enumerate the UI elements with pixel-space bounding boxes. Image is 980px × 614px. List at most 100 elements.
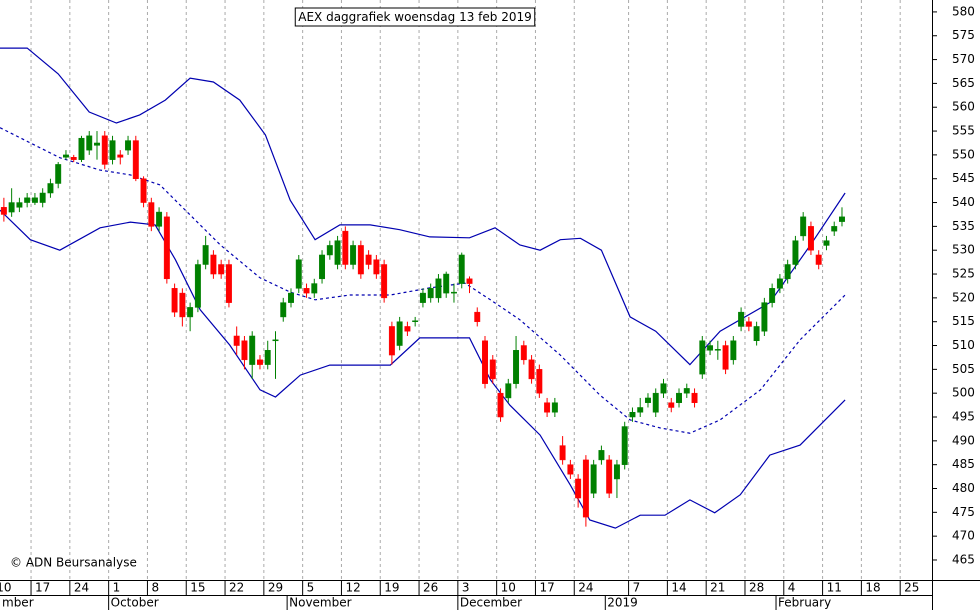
candle-body bbox=[334, 240, 341, 265]
y-tick-label: 475 bbox=[952, 505, 975, 519]
candle-body bbox=[233, 335, 240, 346]
middle-band bbox=[0, 127, 846, 434]
candle-body bbox=[582, 459, 589, 518]
candle-body bbox=[559, 445, 566, 461]
candle-body bbox=[171, 288, 178, 313]
grid bbox=[30, 0, 901, 580]
candle-body bbox=[31, 197, 38, 203]
candle-body bbox=[800, 216, 807, 237]
candle-body bbox=[280, 302, 287, 318]
candle-body bbox=[474, 311, 481, 322]
candle-body bbox=[303, 288, 310, 294]
y-tick-label: 495 bbox=[952, 410, 975, 424]
candle-body bbox=[225, 264, 232, 303]
y-tick-label: 485 bbox=[952, 457, 975, 471]
y-tick-label: 550 bbox=[952, 147, 975, 161]
candle-body bbox=[202, 245, 209, 265]
candle-body bbox=[24, 197, 31, 203]
candle-body bbox=[660, 383, 667, 394]
y-tick-label: 530 bbox=[952, 243, 975, 257]
month-label: December bbox=[460, 596, 522, 610]
candle-body bbox=[396, 321, 403, 346]
candle-body bbox=[16, 202, 23, 208]
candle-body bbox=[807, 226, 814, 251]
x-tick-label: 17 bbox=[35, 581, 50, 595]
candle-body bbox=[264, 350, 271, 365]
candle-body bbox=[257, 359, 263, 365]
candle-body bbox=[520, 345, 527, 361]
candle-body bbox=[784, 264, 791, 280]
candle-body bbox=[730, 340, 737, 361]
y-tick-label: 565 bbox=[952, 76, 975, 90]
x-tick-label: 5 bbox=[307, 581, 315, 595]
candle-body bbox=[94, 142, 100, 146]
x-tick-label: 18 bbox=[865, 581, 880, 595]
candle-body bbox=[0, 207, 7, 215]
x-tick-label: 3 bbox=[462, 581, 470, 595]
candle-body bbox=[738, 311, 745, 327]
candle-body bbox=[769, 288, 776, 303]
candle-body bbox=[319, 254, 326, 280]
x-tick-label: 25 bbox=[904, 581, 919, 595]
x-tick-label: 29 bbox=[268, 581, 283, 595]
candle-body bbox=[792, 240, 799, 265]
candle-body bbox=[39, 192, 46, 203]
x-tick-label: 22 bbox=[229, 581, 244, 595]
candle-body bbox=[606, 459, 613, 494]
candle-body bbox=[140, 178, 147, 203]
candle-body bbox=[350, 245, 357, 265]
candle-body bbox=[839, 216, 845, 222]
candle-body bbox=[210, 254, 217, 275]
candle-body bbox=[815, 254, 822, 265]
candle-body bbox=[466, 278, 473, 284]
y-tick-label: 480 bbox=[952, 481, 975, 495]
candle-body bbox=[451, 291, 457, 294]
candle-body bbox=[652, 392, 659, 413]
candle-body bbox=[381, 264, 388, 299]
candle-body bbox=[311, 283, 318, 294]
candle-body bbox=[326, 245, 333, 256]
candle-body bbox=[668, 402, 675, 408]
month-label: February bbox=[778, 596, 831, 610]
x-tick-label: 26 bbox=[423, 581, 438, 595]
candle-body bbox=[132, 140, 139, 179]
y-tick-label: 490 bbox=[952, 433, 975, 447]
x-tick-label: 15 bbox=[190, 581, 205, 595]
x-tick-label: 24 bbox=[578, 581, 593, 595]
candle-body bbox=[761, 302, 768, 332]
candle-body bbox=[497, 392, 504, 418]
candle-body bbox=[567, 464, 574, 475]
candle-body bbox=[249, 335, 256, 365]
x-tick-label: 12 bbox=[345, 581, 360, 595]
candle-body bbox=[117, 154, 124, 158]
candle-body bbox=[194, 264, 201, 308]
candle-body bbox=[404, 326, 411, 332]
candle-body bbox=[707, 345, 714, 351]
x-tick-label: 19 bbox=[384, 581, 399, 595]
month-label: November bbox=[289, 596, 351, 610]
chart-title: AEX daggrafiek woensdag 13 feb 2019 bbox=[298, 10, 531, 24]
x-tick-label: 8 bbox=[151, 581, 159, 595]
candle-body bbox=[676, 392, 682, 403]
y-tick-label: 525 bbox=[952, 267, 975, 281]
y-tick-label: 560 bbox=[952, 100, 975, 114]
candle-body bbox=[148, 202, 155, 227]
candle-body bbox=[831, 226, 838, 232]
candle-body bbox=[8, 202, 15, 213]
candle-body bbox=[753, 326, 760, 342]
candle-body bbox=[357, 245, 364, 275]
x-tick-label: 7 bbox=[633, 581, 641, 595]
y-tick-label: 540 bbox=[952, 195, 975, 209]
candle-body bbox=[412, 320, 419, 322]
candle-body bbox=[551, 402, 558, 413]
candle-body bbox=[125, 140, 132, 151]
candle-body bbox=[272, 339, 279, 342]
outer-band bbox=[0, 47, 846, 366]
candle-body bbox=[629, 411, 636, 418]
candle-body bbox=[427, 288, 434, 299]
title-box bbox=[294, 7, 536, 27]
candle-body bbox=[722, 345, 729, 370]
candle-body bbox=[714, 349, 721, 351]
y-tick-label: 575 bbox=[952, 28, 975, 42]
